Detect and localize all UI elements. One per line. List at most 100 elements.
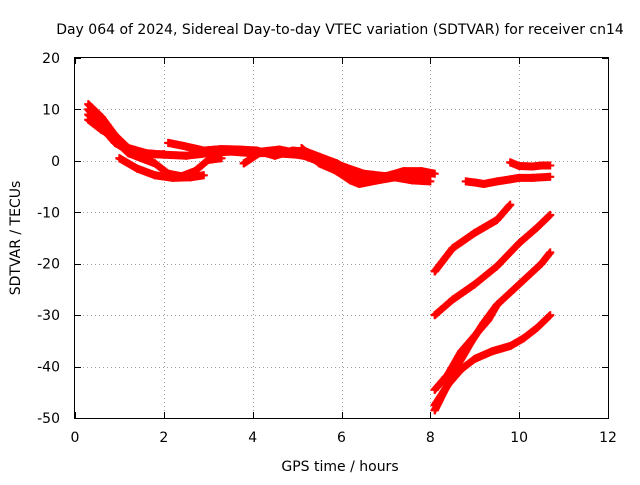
- data-point: [457, 347, 466, 356]
- data-point: [333, 167, 342, 176]
- data-series-arc-11: [430, 200, 515, 276]
- data-point: [430, 311, 439, 320]
- y-tick-label: -10: [37, 205, 60, 221]
- data-point: [448, 295, 457, 304]
- data-point: [199, 146, 208, 155]
- data-point: [506, 342, 515, 350]
- data-point: [515, 162, 524, 170]
- data-point: [350, 173, 359, 182]
- data-series-arc-14: [430, 300, 501, 394]
- y-tick-label: -30: [37, 308, 60, 324]
- data-point: [470, 178, 479, 187]
- data-point: [492, 262, 501, 271]
- data-point: [488, 347, 497, 356]
- data-series-arc-5: [115, 154, 208, 182]
- data-point: [150, 159, 159, 168]
- data-point: [426, 177, 435, 186]
- y-tick-label: -50: [37, 411, 60, 427]
- data-point: [532, 324, 541, 332]
- data-point: [275, 145, 284, 154]
- data-point: [546, 172, 555, 181]
- data-point: [297, 144, 306, 152]
- data-series-arc-4: [84, 115, 133, 152]
- data-point: [444, 370, 453, 379]
- data-point: [546, 161, 555, 170]
- data-point: [470, 280, 479, 289]
- data-point: [444, 380, 453, 389]
- x-tick-label: 0: [71, 430, 80, 446]
- data-point: [404, 173, 413, 182]
- data-point: [150, 171, 159, 180]
- y-tick-label: 20: [42, 51, 60, 67]
- data-point: [515, 173, 524, 182]
- data-point: [546, 248, 555, 257]
- x-tick-label: 2: [159, 430, 168, 446]
- data-point: [470, 228, 479, 237]
- data-point: [333, 159, 342, 168]
- data-point: [546, 311, 555, 320]
- data-point: [204, 155, 213, 164]
- data-point: [537, 161, 546, 170]
- chart-title: Day 064 of 2024, Sidereal Day-to-day VTE…: [56, 22, 624, 38]
- data-series-arc-8: [297, 144, 430, 183]
- data-series-arc-12: [430, 210, 555, 320]
- data-point: [430, 169, 439, 178]
- data-point: [532, 223, 541, 232]
- data-point: [430, 267, 439, 276]
- data-point: [492, 300, 501, 309]
- data-point: [528, 162, 537, 171]
- x-tick-label: 10: [510, 430, 528, 446]
- y-tick-label: 10: [42, 102, 60, 118]
- data-point: [515, 280, 524, 289]
- data-point: [142, 150, 151, 159]
- data-point: [537, 259, 546, 268]
- data-point: [430, 385, 439, 394]
- data-point: [386, 171, 395, 180]
- x-tick-label: 6: [337, 430, 346, 446]
- data-point: [448, 244, 457, 253]
- data-point: [182, 142, 191, 151]
- data-point: [199, 171, 208, 180]
- data-point: [115, 154, 124, 163]
- data-point: [470, 331, 479, 340]
- data-point: [124, 144, 133, 152]
- tick-layer: 0 2 4 6 8 10 12 -50 -40 -30 -20 -10 0 10 20: [37, 51, 617, 446]
- data-point: [217, 154, 226, 163]
- data-point: [457, 365, 466, 374]
- y-axis-label: SDTVAR / TECUs: [8, 181, 24, 296]
- grid-layer: [75, 58, 608, 418]
- data-series-arc-15: [430, 311, 555, 410]
- data-point: [470, 354, 479, 363]
- y-tick-label: -40: [37, 360, 60, 376]
- data-point: [506, 158, 515, 167]
- data-layer: [84, 100, 555, 415]
- data-point: [186, 173, 195, 182]
- data-point: [159, 150, 168, 159]
- y-tick-label: -20: [37, 257, 60, 273]
- data-point: [164, 138, 173, 147]
- data-point: [461, 177, 470, 186]
- data-point: [168, 173, 177, 182]
- data-point: [235, 145, 244, 154]
- data-point: [84, 115, 93, 124]
- data-point: [110, 133, 119, 142]
- data-point: [368, 174, 377, 183]
- x-axis-label: GPS time / hours: [281, 459, 398, 475]
- data-point: [506, 200, 515, 209]
- data-point: [430, 401, 439, 410]
- data-point: [315, 159, 324, 168]
- data-point: [217, 145, 226, 154]
- data-point: [479, 180, 488, 188]
- plot-frame: [74, 57, 609, 419]
- data-point: [519, 334, 528, 343]
- data-point: [239, 159, 248, 168]
- data-point: [492, 177, 501, 186]
- data-point: [293, 149, 302, 158]
- data-point: [515, 239, 524, 248]
- data-point: [133, 164, 142, 173]
- data-point: [528, 173, 537, 182]
- y-tick-label: 0: [51, 154, 60, 170]
- data-point: [484, 316, 493, 325]
